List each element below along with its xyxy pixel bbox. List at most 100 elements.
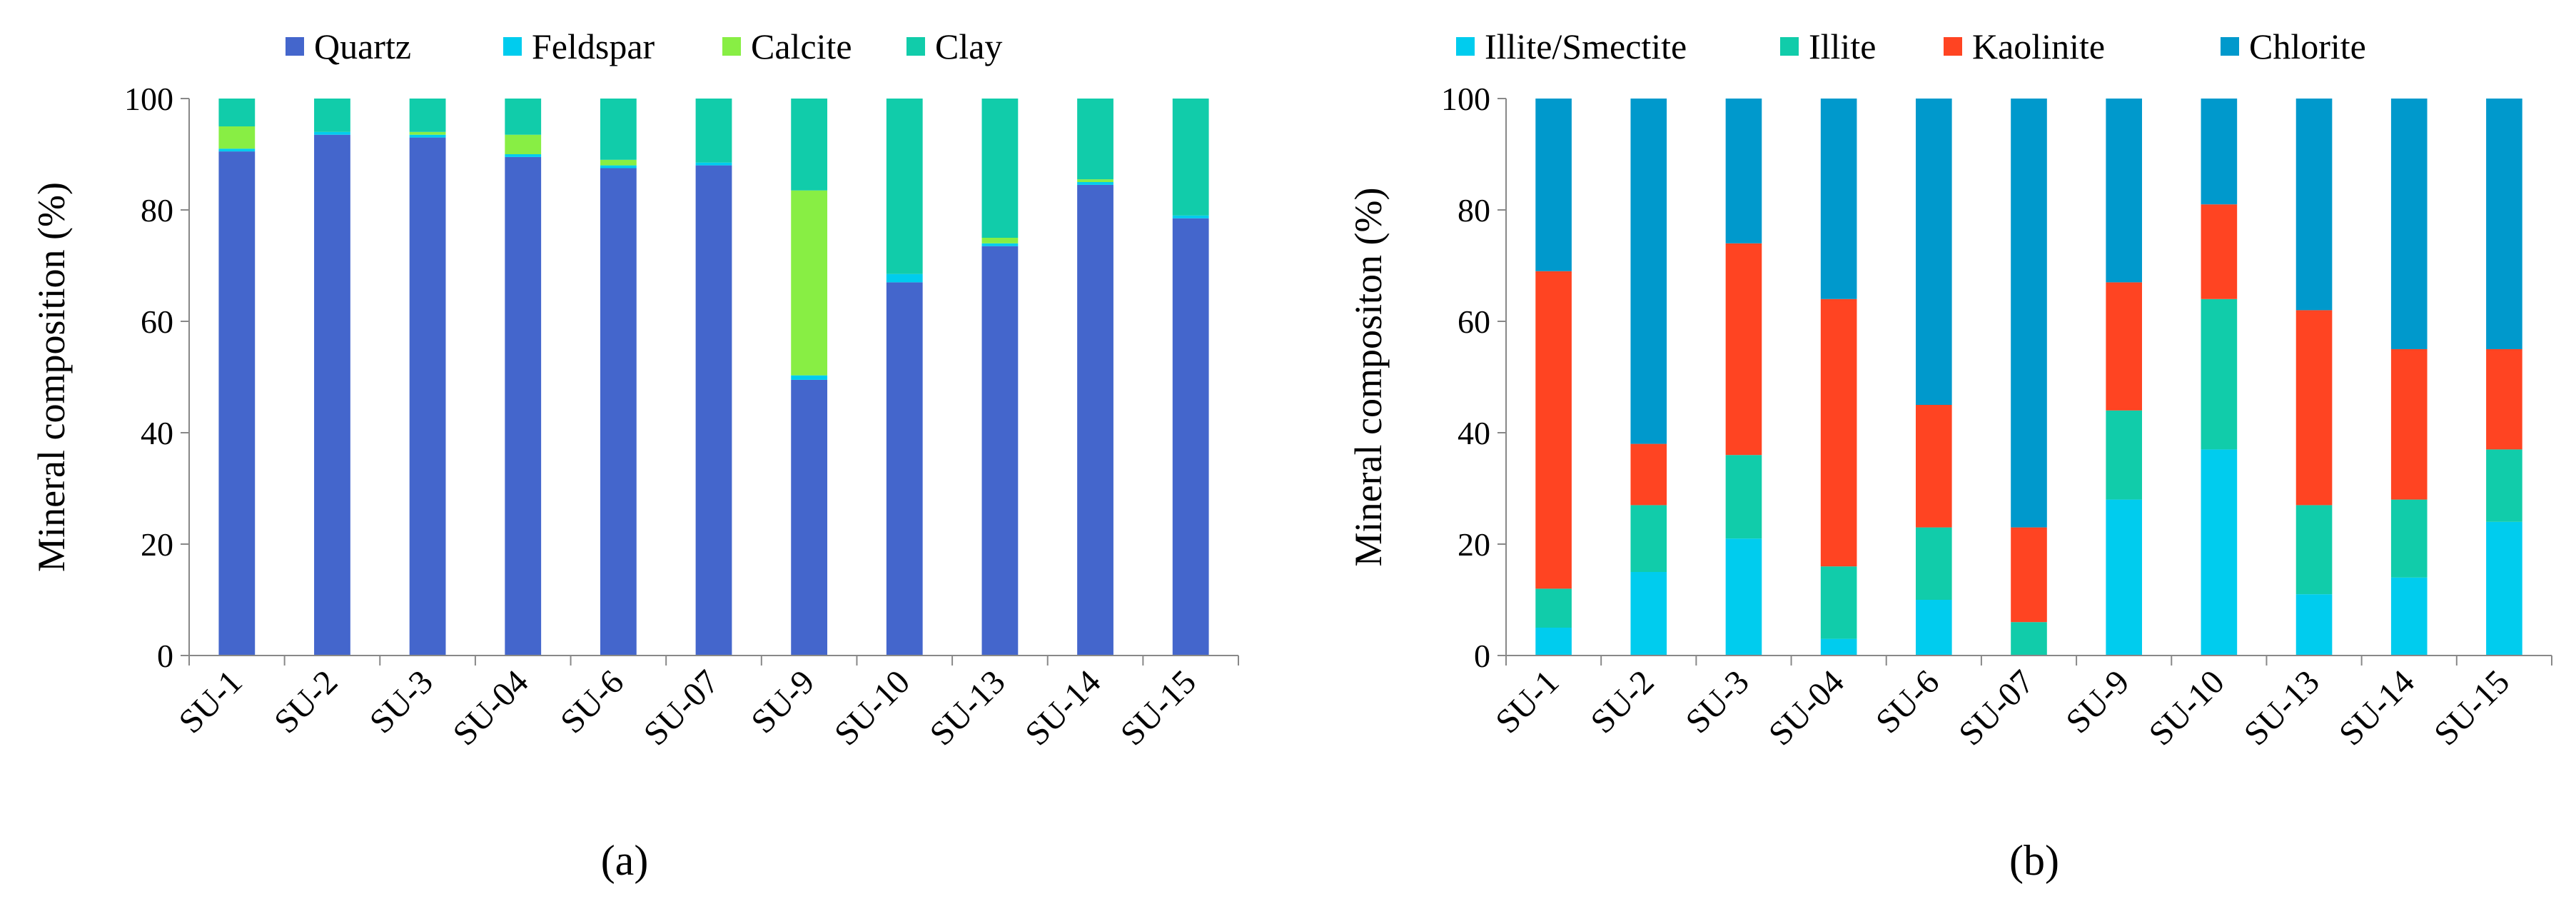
bar-su-1-clay: [218, 99, 256, 126]
bar-su-3-kaolinite: [1725, 243, 1762, 456]
y-tick-label: 80: [1458, 192, 1490, 228]
bar-su-14-illite-smectite: [2390, 577, 2428, 656]
bar-su-3-clay: [409, 99, 446, 132]
bar-su-13-clay: [981, 99, 1019, 238]
x-tick-label: SU-13: [2237, 663, 2327, 753]
y-tick-label: 0: [157, 638, 173, 674]
x-tick-label: SU-3: [363, 663, 440, 740]
bar-su-10-feldspar: [886, 273, 923, 283]
bar-su-14-kaolinite: [2390, 349, 2428, 500]
y-tick-label: 40: [141, 415, 173, 451]
bar-su-13-kaolinite: [2295, 310, 2333, 506]
bar-su-9-chlorite: [2106, 99, 2142, 283]
bar-su-14-feldspar: [1077, 182, 1113, 185]
bar-su-1-illite-smectite: [1535, 628, 1572, 656]
legend-swatch: [1456, 37, 1475, 56]
y-tick-label: 80: [141, 192, 173, 228]
bar-su-3-calcite: [409, 131, 446, 135]
y-tick-label: 0: [1474, 638, 1490, 674]
bar-su-6-feldspar: [600, 165, 637, 169]
bar-su-10-kaolinite: [2201, 204, 2238, 299]
legend-swatch: [722, 37, 741, 56]
bar-su-9-calcite: [791, 190, 828, 376]
x-tick-label: SU-2: [1583, 663, 1661, 740]
x-tick-label: SU-10: [2142, 663, 2232, 753]
bar-su-2-feldspar: [314, 131, 350, 135]
bar-su-10-quartz: [886, 282, 923, 656]
bar-su-6-illite-smectite: [1916, 600, 1952, 656]
bar-su-13-illite-smectite: [2295, 594, 2333, 656]
bar-su-1-quartz: [218, 151, 256, 656]
bar-su-07-kaolinite: [2011, 527, 2047, 623]
y-tick-label: 60: [1458, 303, 1490, 340]
bar-su-9-feldspar: [791, 375, 828, 380]
x-tick-label: SU-6: [553, 663, 631, 740]
y-tick-label: 40: [1458, 415, 1490, 451]
bar-su-3-chlorite: [1725, 99, 1762, 243]
bar-su-6-chlorite: [1916, 99, 1952, 405]
legend-swatch: [2221, 37, 2239, 56]
bar-su-10-clay: [886, 99, 923, 274]
y-tick-label: 20: [141, 526, 173, 563]
bar-su-3-quartz: [409, 137, 446, 656]
legend-swatch: [503, 37, 522, 56]
bar-su-15-feldspar: [1172, 215, 1209, 219]
bar-su-10-illite-smectite: [2201, 449, 2238, 656]
x-tick-label: SU-04: [1762, 663, 1852, 753]
legend-swatch: [286, 37, 304, 56]
bar-su-04-illite-smectite: [1820, 638, 1857, 656]
bar-su-15-quartz: [1172, 218, 1209, 656]
bar-su-15-kaolinite: [2486, 349, 2522, 450]
bar-su-9-quartz: [791, 379, 828, 656]
legend-label: Kaolinite: [1972, 26, 2105, 66]
y-tick-label: 100: [1441, 81, 1490, 117]
bar-su-2-illite: [1630, 505, 1667, 572]
bar-su-04-quartz: [505, 156, 542, 656]
bar-su-6-clay: [600, 99, 637, 160]
bar-su-13-calcite: [981, 238, 1019, 243]
bar-su-07-feldspar: [695, 162, 732, 166]
legend-label: Calcite: [751, 26, 852, 66]
bar-su-1-feldspar: [218, 149, 256, 152]
bar-su-04-chlorite: [1820, 99, 1857, 299]
bar-su-14-clay: [1077, 99, 1113, 180]
legend-swatch: [1944, 37, 1962, 56]
bar-su-2-kaolinite: [1630, 443, 1667, 506]
bar-su-9-illite-smectite: [2106, 499, 2142, 656]
x-tick-label: SU-9: [744, 663, 822, 740]
x-tick-label: SU-15: [1113, 663, 1203, 753]
bar-su-2-illite-smectite: [1630, 572, 1667, 656]
bar-su-6-quartz: [600, 168, 637, 656]
x-tick-label: SU-1: [171, 663, 249, 740]
bar-su-07-quartz: [695, 165, 732, 656]
x-tick-label: SU-04: [445, 663, 535, 753]
bar-su-1-calcite: [218, 126, 256, 149]
bar-su-15-illite-smectite: [2486, 521, 2522, 656]
bar-su-07-chlorite: [2011, 99, 2047, 528]
bar-su-2-chlorite: [1630, 99, 1667, 444]
bar-su-14-calcite: [1077, 179, 1113, 182]
bar-su-10-chlorite: [2201, 99, 2238, 205]
bar-su-13-quartz: [981, 246, 1019, 656]
bar-su-9-clay: [791, 99, 828, 191]
legend-label: Feldspar: [532, 26, 655, 66]
bar-su-1-chlorite: [1535, 99, 1572, 271]
panel-caption: (b): [2009, 837, 2059, 884]
bar-su-13-illite: [2295, 505, 2333, 595]
y-tick-label: 20: [1458, 526, 1490, 563]
bar-su-07-illite: [2011, 622, 2047, 656]
bar-su-6-illite: [1916, 527, 1952, 600]
bar-su-04-kaolinite: [1820, 298, 1857, 567]
x-tick-label: SU-9: [2059, 663, 2136, 740]
legend-swatch: [1780, 37, 1799, 56]
y-axis-label: Mineral composition (%): [30, 182, 73, 572]
bar-su-04-illite: [1820, 566, 1857, 639]
x-tick-label: SU-1: [1488, 663, 1566, 740]
legend-swatch: [906, 37, 925, 56]
x-tick-label: SU-10: [827, 663, 917, 753]
bar-su-04-calcite: [505, 134, 542, 154]
bar-su-07-clay: [695, 99, 732, 163]
